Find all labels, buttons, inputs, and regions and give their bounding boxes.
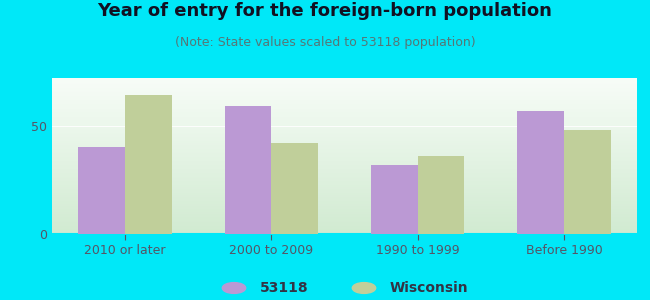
Bar (417, 156, 464, 234)
Bar (225, 106, 272, 234)
Bar (371, 165, 417, 234)
Text: (Note: State values scaled to 53118 population): (Note: State values scaled to 53118 popu… (175, 36, 475, 49)
Text: Wisconsin: Wisconsin (390, 281, 469, 295)
Text: Year of entry for the foreign-born population: Year of entry for the foreign-born popul… (98, 2, 552, 20)
Bar (78, 147, 125, 234)
Bar (517, 110, 564, 234)
Circle shape (352, 283, 376, 293)
Bar (564, 130, 610, 234)
Text: 53118: 53118 (260, 281, 309, 295)
Bar (125, 95, 172, 234)
Bar (272, 143, 318, 234)
Circle shape (222, 283, 246, 293)
